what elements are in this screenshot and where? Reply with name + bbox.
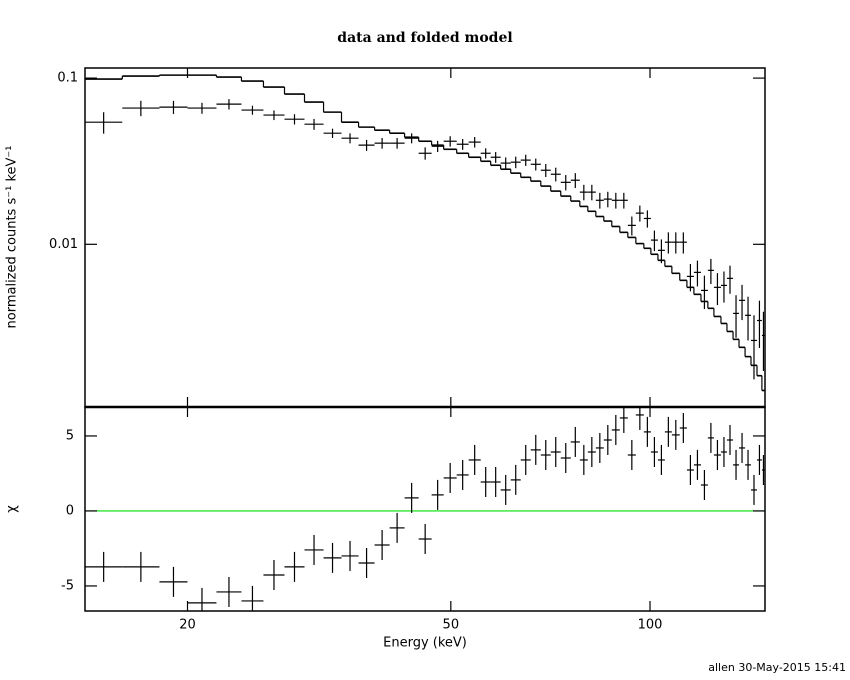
residual-panel — [85, 407, 765, 611]
chart-title: data and folded model — [337, 30, 512, 46]
footer: allen 30-May-2015 15:41 — [708, 661, 846, 674]
x-tick-label: 100 — [638, 618, 663, 633]
y-tick-label: 0 — [66, 503, 74, 518]
top-frame — [84, 67, 766, 408]
spectrum-panel — [85, 74, 765, 392]
x-tick-label: 50 — [443, 618, 460, 633]
axes: 20 50 100 0.01 0.1 -5 0 5 — [49, 68, 765, 633]
y-tick-label: 5 — [66, 428, 74, 443]
residual-axis-label: χ — [5, 505, 20, 513]
bottom-frame — [84, 406, 766, 612]
x-tick-label: 20 — [179, 618, 196, 633]
y-axis-label: normalized counts s⁻¹ keV⁻¹ — [5, 146, 20, 329]
y-tick-label: 0.01 — [49, 237, 78, 252]
y-tick-label: -5 — [61, 578, 74, 593]
x-axis-label: Energy (keV) — [383, 636, 467, 651]
y-tick-label: 0.1 — [57, 71, 78, 86]
